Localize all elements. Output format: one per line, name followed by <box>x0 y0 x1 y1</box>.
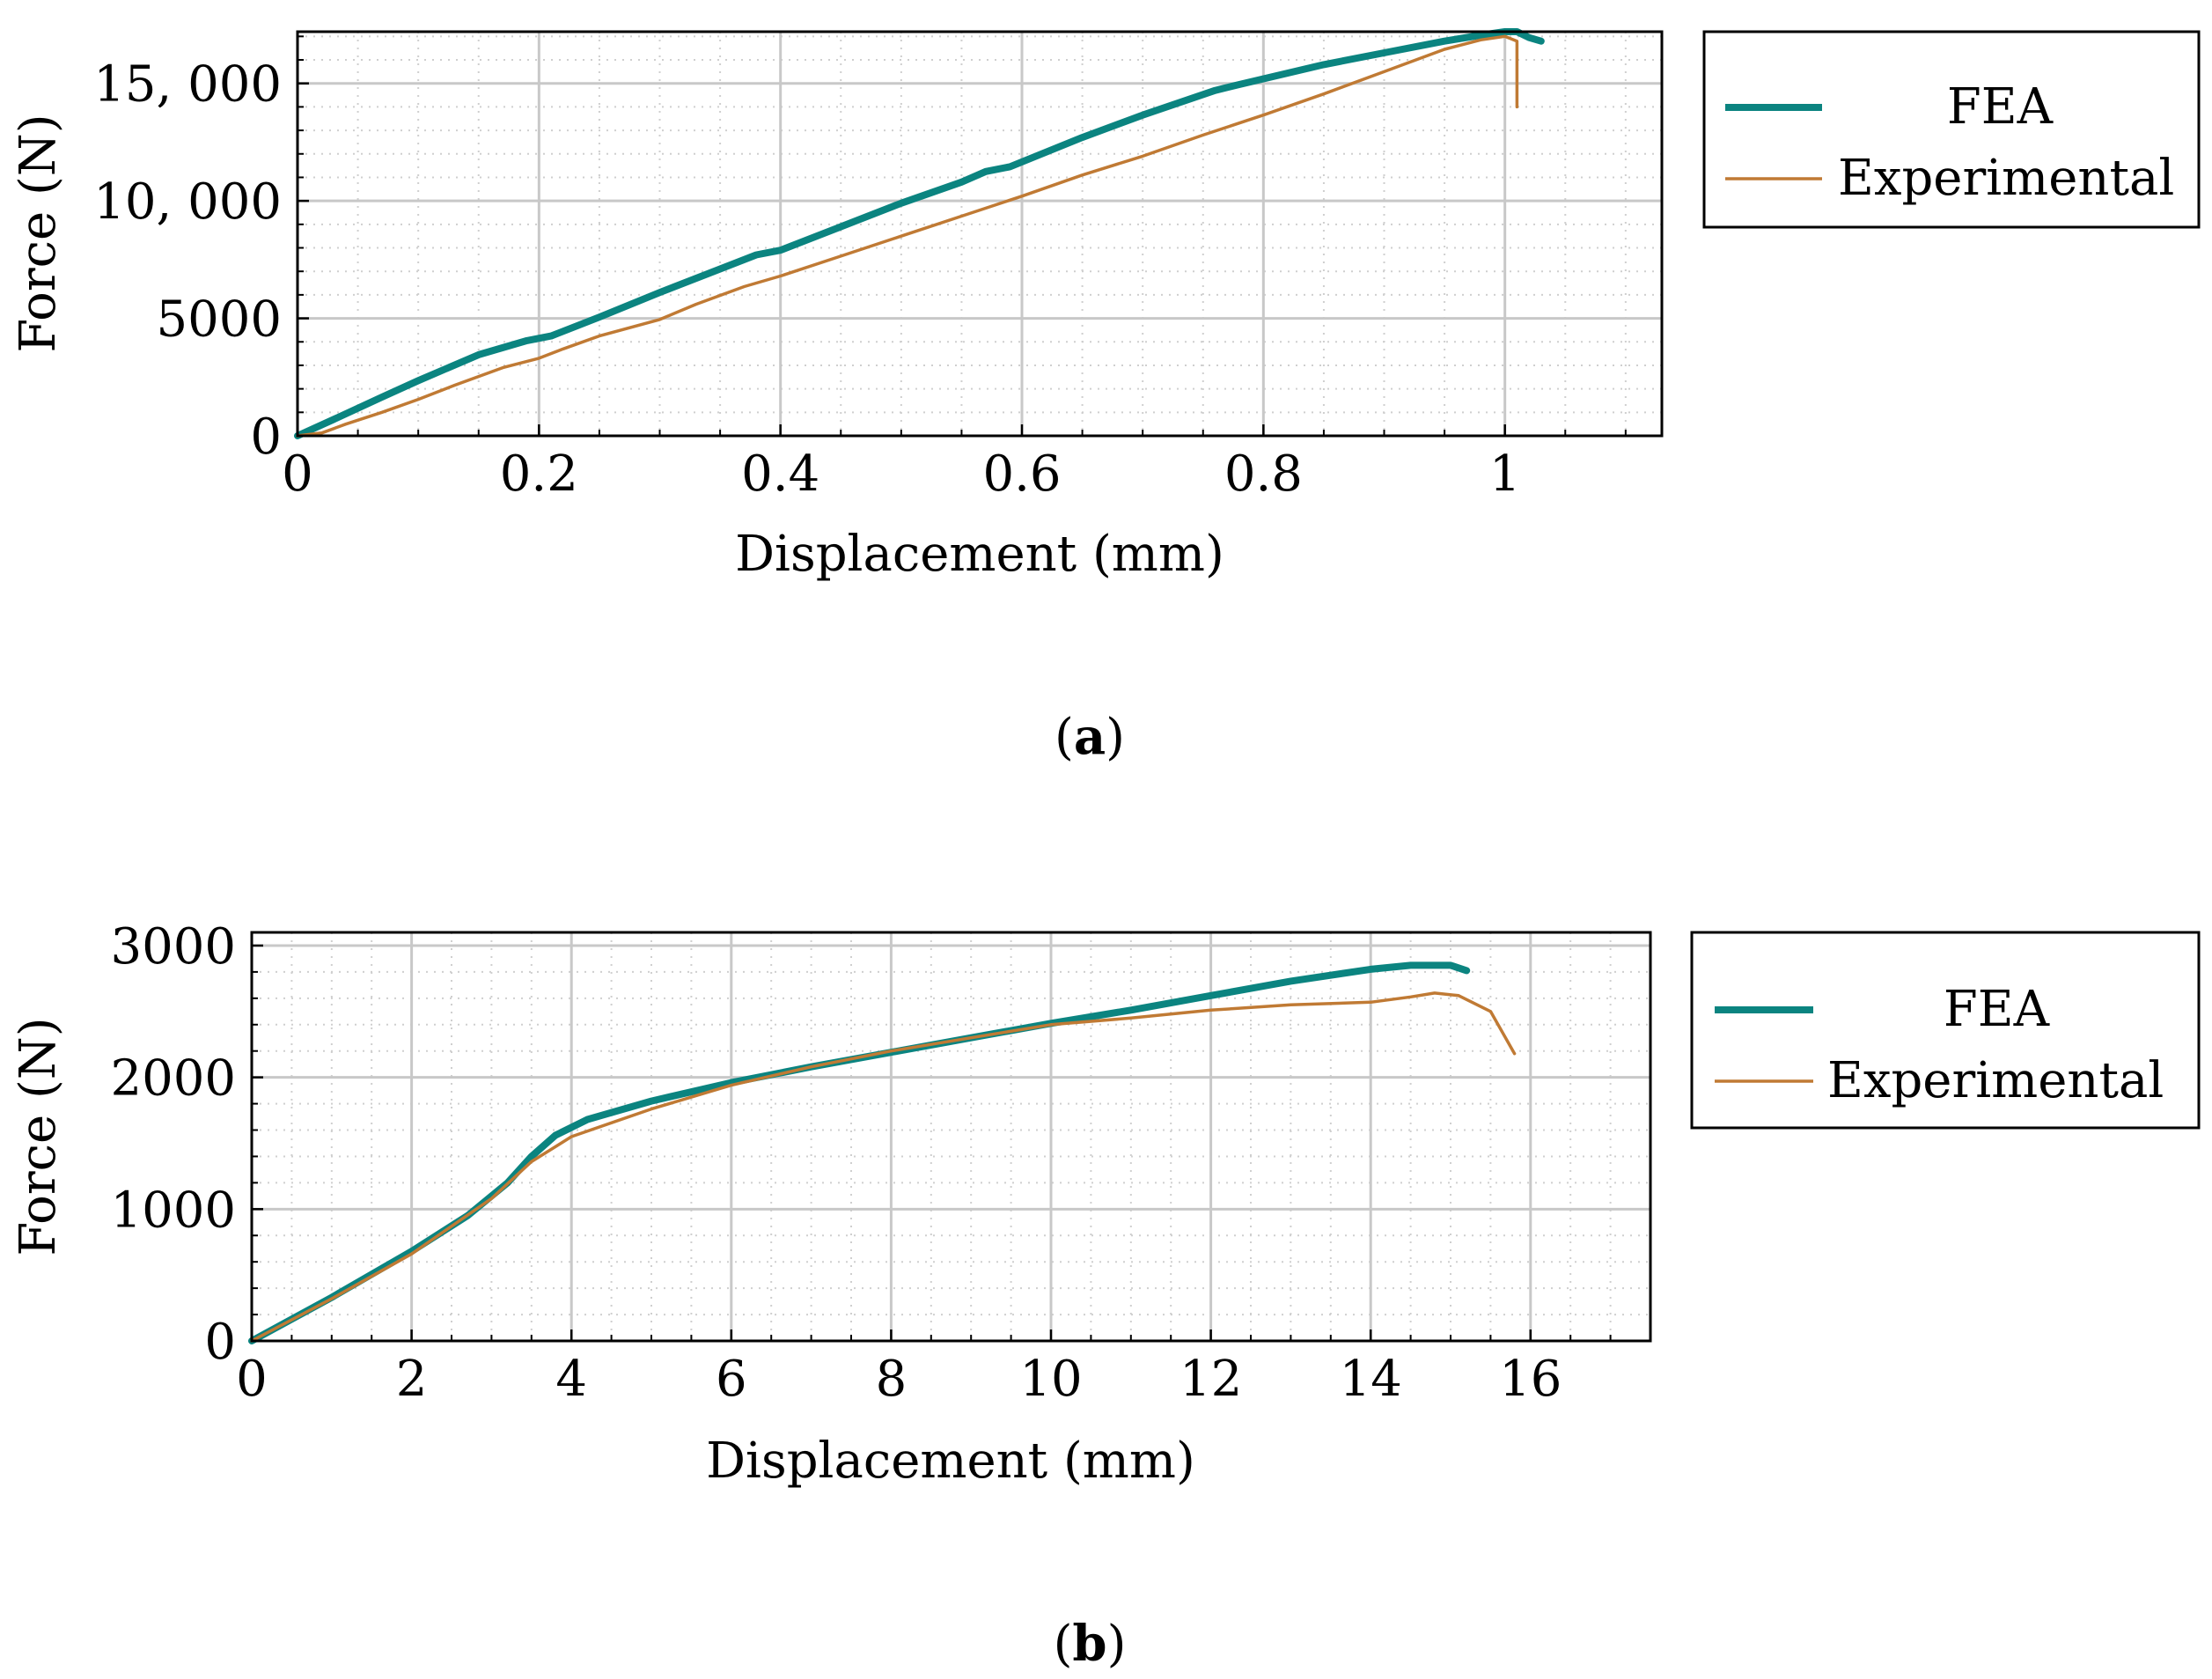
x-tick-label: 0.2 <box>500 446 578 503</box>
y-tick-label: 1000 <box>110 1182 236 1239</box>
x-tick-label: 12 <box>1179 1351 1242 1408</box>
y-tick-label: 3000 <box>110 918 236 976</box>
y-axis-label-b: Force (N) <box>10 1017 67 1256</box>
x-tick-label: 0.8 <box>1224 446 1303 503</box>
legend-box-b <box>1690 931 2201 1130</box>
tick-labels-a: 0 0.2 0.4 0.6 0.8 1 0 5000 10, 000 15, 000 <box>93 56 1520 503</box>
y-tick-label: 15, 000 <box>93 56 282 114</box>
x-tick-label: 0 <box>236 1351 268 1408</box>
legend-label-experimental-b: Experimental <box>1827 1052 2164 1109</box>
legend-label-fea-b: FEA <box>1944 981 2050 1038</box>
y-tick-label: 10, 000 <box>93 173 282 231</box>
series-a <box>294 28 1545 439</box>
panel-caption-a: (a) <box>1055 708 1125 766</box>
x-tick-label: 14 <box>1340 1351 1402 1408</box>
panel-caption-b: (b) <box>1054 1615 1127 1673</box>
legend-b: FEA Experimental <box>1690 931 2201 1130</box>
x-tick-label: 8 <box>876 1351 908 1408</box>
legend-a: FEA Experimental <box>1702 30 2201 229</box>
series-b <box>248 961 1517 1344</box>
chart-a: 0 0.2 0.4 0.6 0.8 1 0 5000 10, 000 15, 000 Displa… <box>10 28 2201 766</box>
series-line-experimental-a <box>296 34 1519 438</box>
x-tick-label: 6 <box>716 1351 747 1408</box>
plot-frame-a <box>296 30 1664 438</box>
y-tick-label: 2000 <box>110 1050 236 1108</box>
legend-label-experimental-a: Experimental <box>1838 150 2174 207</box>
x-tick-label: 1 <box>1489 446 1521 503</box>
legend-box-a <box>1702 30 2201 229</box>
plot-frame-b <box>250 931 1652 1343</box>
grid-b <box>250 932 1650 1343</box>
x-axis-label-b: Displacement (mm) <box>706 1432 1195 1490</box>
x-tick-label: 0 <box>282 446 313 503</box>
x-tick-label: 4 <box>555 1351 587 1408</box>
x-tick-label: 0.6 <box>982 446 1061 503</box>
series-line-experimental-b <box>250 991 1517 1343</box>
y-axis-label-a: Force (N) <box>10 114 67 352</box>
x-tick-label: 10 <box>1019 1351 1082 1408</box>
series-line-fea-b <box>248 961 1471 1344</box>
x-axis-label-a: Displacement (mm) <box>735 526 1224 583</box>
x-tick-label: 2 <box>396 1351 428 1408</box>
x-tick-label: 16 <box>1499 1351 1562 1408</box>
legend-label-fea-a: FEA <box>1947 78 2054 136</box>
grid-a <box>296 32 1662 438</box>
tick-labels-b: 0 2 4 6 8 10 12 14 16 0 1000 2000 3000 <box>110 918 1562 1408</box>
x-tick-label: 0.4 <box>741 446 819 503</box>
chart-b: 0 2 4 6 8 10 12 14 16 0 1000 2000 3000 Displacement … <box>10 918 2201 1673</box>
y-tick-label: 0 <box>250 409 282 466</box>
y-tick-label: 5000 <box>156 291 282 349</box>
y-tick-label: 0 <box>204 1314 236 1371</box>
series-line-fea-a <box>294 28 1545 439</box>
